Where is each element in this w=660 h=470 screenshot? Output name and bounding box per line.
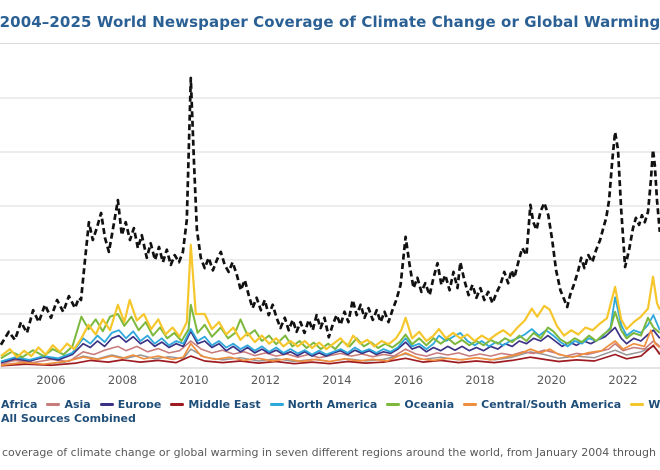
x-tick-label-2014: 2014 — [322, 373, 351, 387]
x-tick-label-2010: 2010 — [179, 373, 208, 387]
x-tick-label-2018: 2018 — [465, 373, 494, 387]
series-line-middle_east — [0, 344, 660, 367]
x-tick-label-2020: 2020 — [537, 373, 566, 387]
legend-label-north_america: North America — [287, 397, 378, 409]
legend-swatch-north_america — [269, 403, 284, 406]
legend-item-oceania: Oceania — [386, 397, 455, 409]
legend-label-central_south_america: Central/South America — [481, 397, 622, 409]
series-line-central_south_america — [0, 329, 660, 367]
legend-item-asia: Asia — [46, 397, 91, 409]
series-line-wire_services — [0, 243, 660, 359]
x-tick-label-2012: 2012 — [251, 373, 280, 387]
series-line-europe — [0, 326, 660, 364]
x-tick-label-2016: 2016 — [394, 373, 423, 387]
legend-label-asia: Asia — [64, 397, 91, 409]
legend-swatch-oceania — [386, 403, 401, 406]
legend-swatch-europe — [99, 403, 114, 406]
legend-item-all_sources_combined: All Sources Combined — [0, 412, 136, 423]
legend-item-north_america: North America — [269, 397, 378, 409]
figure-caption: coverage of climate change or global war… — [2, 446, 660, 459]
page-title: 2004–2025 World Newspaper Coverage of Cl… — [0, 12, 660, 31]
legend-label-all_sources_combined: All Sources Combined — [1, 411, 136, 423]
legend-label-europe: Europe — [117, 397, 162, 409]
series-line-all_sources_combined — [0, 76, 660, 346]
legend-swatch-wire_services — [630, 403, 645, 406]
x-tick-label-2006: 2006 — [36, 373, 65, 387]
x-tick-label-2008: 2008 — [108, 373, 137, 387]
legend-label-oceania: Oceania — [404, 397, 455, 409]
chart-area: 2006 2008 2010 2012 2014 2016 2018 2020 2022 — [0, 44, 660, 392]
x-axis-tick-labels: 2006 2008 2010 2012 2014 2016 2018 2020 2022 — [36, 373, 637, 387]
legend-swatch-central_south_america — [463, 403, 478, 406]
legend-label-wire_services: Wire Services — [648, 397, 660, 409]
legend-swatch-asia — [46, 403, 61, 406]
chart-legend: Africa Asia Europe Middle East North America… — [0, 394, 660, 423]
legend-label-middle_east: Middle East — [188, 397, 261, 409]
legend-row-2: All Sources Combined — [0, 408, 660, 423]
coverage-line-chart: 2006 2008 2010 2012 2014 2016 2018 2020 2022 — [0, 76, 660, 387]
x-tick-label-2022: 2022 — [608, 373, 637, 387]
legend-label-africa: Africa — [1, 397, 38, 409]
series-line-north_america — [0, 296, 660, 363]
legend-swatch-middle_east — [170, 403, 185, 406]
gridlines — [0, 97, 660, 369]
header: 2004–2025 World Newspaper Coverage of Cl… — [0, 0, 660, 44]
legend-item-africa: Africa — [0, 398, 37, 409]
legend-row-1: Africa Asia Europe Middle East North America… — [0, 394, 660, 409]
legend-item-central_south_america: Central/South America — [463, 397, 622, 409]
legend-item-wire_services: Wire Services — [630, 397, 660, 409]
legend-item-europe: Europe — [99, 397, 162, 409]
legend-item-middle_east: Middle East — [170, 397, 261, 409]
